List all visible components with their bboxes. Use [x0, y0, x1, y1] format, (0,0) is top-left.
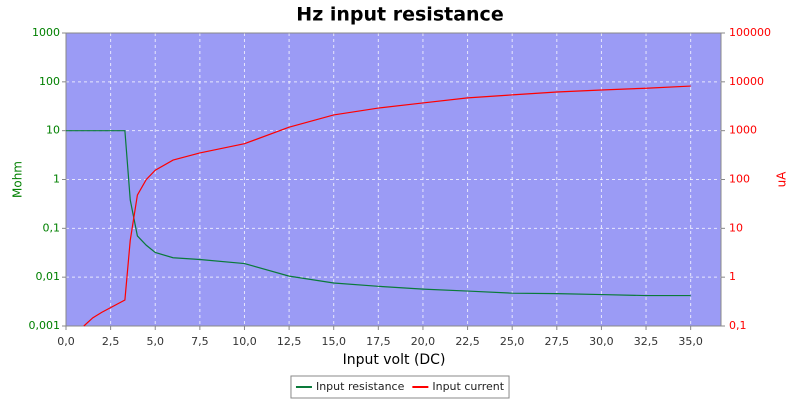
x-tick-label: 7,5 — [191, 335, 209, 348]
y-tick-label: 0,1 — [43, 221, 61, 234]
x-tick-label: 20,0 — [411, 335, 436, 348]
y2-axis-title: uA — [775, 171, 789, 188]
y-axis-title: Mohm — [11, 161, 25, 198]
legend-label: Input resistance — [316, 380, 405, 393]
x-tick-label: 35,0 — [678, 335, 703, 348]
x-tick-label: 10,0 — [232, 335, 257, 348]
x-axis-title: Input volt (DC) — [343, 352, 446, 368]
legend-label: Input current — [432, 380, 504, 393]
x-tick-label: 2,5 — [102, 335, 120, 348]
y2-tick-label: 10 — [729, 221, 743, 234]
data-line — [66, 130, 691, 297]
y2-tick-label: 10000 — [729, 75, 764, 88]
y-tick-label: 0,001 — [29, 319, 61, 332]
x-tick-label: 25,0 — [500, 335, 525, 348]
x-tick-label: 27,5 — [545, 335, 570, 348]
chart-title: Hz input resistance — [296, 4, 503, 26]
y2-tick-label: 100000 — [729, 26, 771, 39]
y-tick-label: 1 — [53, 173, 60, 186]
x-tick-label: 15,0 — [321, 335, 346, 348]
y2-tick-label: 100 — [729, 173, 750, 186]
x-tick-label: 0,0 — [57, 335, 75, 348]
x-tick-label: 30,0 — [589, 335, 614, 348]
x-tick-label: 5,0 — [146, 335, 164, 348]
y-tick-label: 1000 — [32, 26, 60, 39]
legend-box — [290, 375, 510, 399]
data-line — [83, 85, 691, 327]
y2-tick-label: 1000 — [729, 124, 757, 137]
x-tick-label: 12,5 — [277, 335, 302, 348]
x-tick-label: 17,5 — [366, 335, 391, 348]
legend: Input resistance Input current — [290, 375, 510, 399]
y2-tick-label: 0,1 — [729, 319, 747, 332]
y-tick-label: 0,01 — [36, 270, 61, 283]
y-tick-label: 100 — [39, 75, 60, 88]
y-tick-label: 10 — [46, 124, 60, 137]
x-tick-label: 22,5 — [455, 335, 480, 348]
x-tick-label: 32,5 — [634, 335, 659, 348]
y2-tick-label: 1 — [729, 270, 736, 283]
plot-frame — [65, 32, 722, 327]
